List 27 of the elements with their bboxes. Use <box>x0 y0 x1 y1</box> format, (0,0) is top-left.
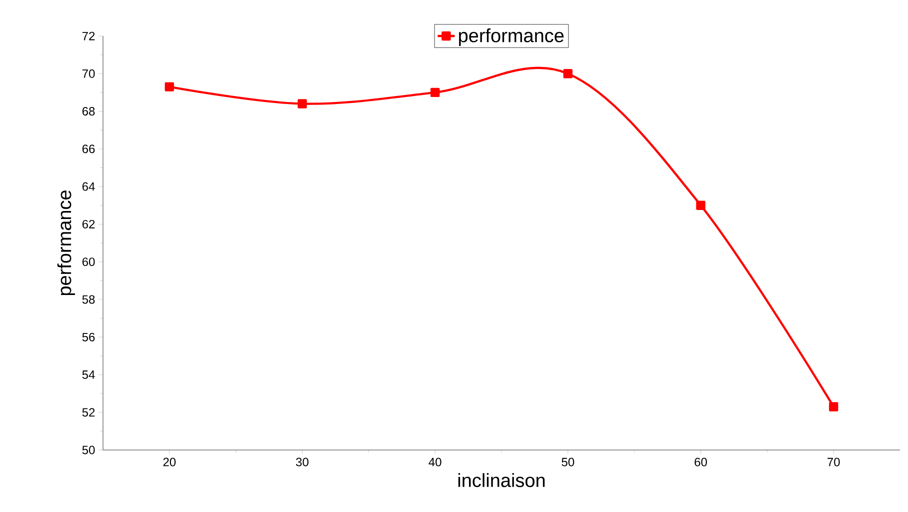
y-tick-label: 54 <box>82 370 95 379</box>
x-tick-label: 60 <box>694 458 707 466</box>
x-tick-label: 50 <box>562 458 574 466</box>
point <box>430 88 440 98</box>
point <box>696 200 706 210</box>
point <box>298 99 307 108</box>
x-tick-label: 30 <box>296 458 308 466</box>
x-axis-title: inclinaison <box>458 473 545 488</box>
x-tick-label: 70 <box>828 458 840 466</box>
y-tick-label: 64 <box>82 182 95 191</box>
x-tick-label: 20 <box>163 458 176 466</box>
y-tick-label: 50 <box>82 446 95 454</box>
legend-label: performance <box>459 28 564 46</box>
x-tick-label: 40 <box>428 458 442 466</box>
y-tick-label: 58 <box>82 295 95 304</box>
point <box>164 82 174 92</box>
y-axis-title: performance <box>57 190 75 296</box>
y-tick-label: 60 <box>82 258 95 266</box>
y-tick-label: 62 <box>82 220 95 228</box>
y-tick-label: 56 <box>82 332 95 342</box>
point <box>828 402 838 412</box>
y-tick-label: 68 <box>82 107 95 116</box>
y-tick-label: 72 <box>82 32 95 40</box>
y-tick-label: 52 <box>82 408 95 417</box>
y-tick-label: 70 <box>82 69 95 78</box>
point <box>563 69 573 78</box>
y-tick-label: 66 <box>82 144 95 154</box>
